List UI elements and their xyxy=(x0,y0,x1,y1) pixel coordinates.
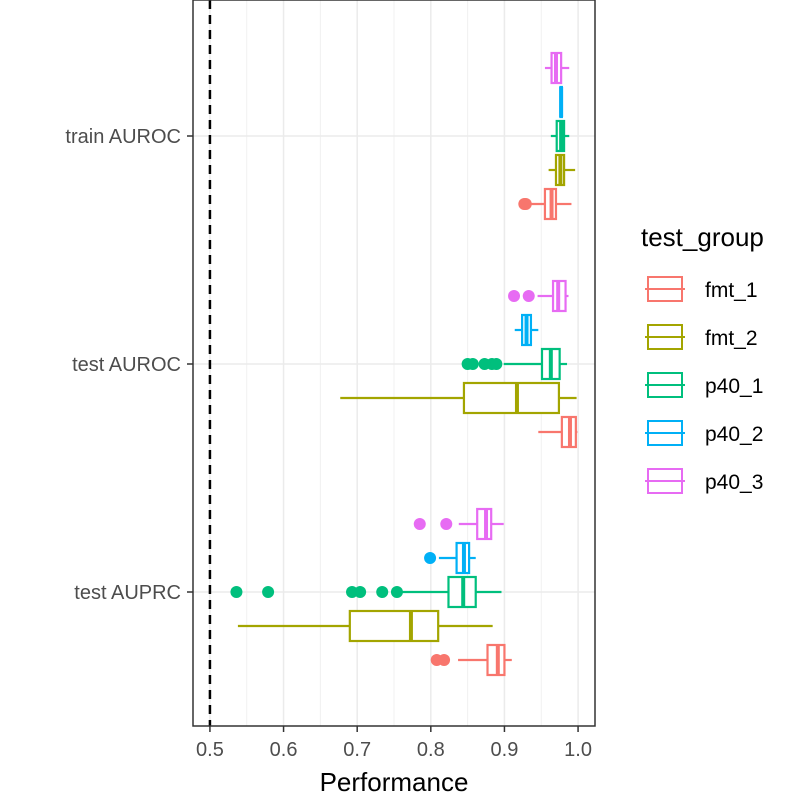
outlier-point xyxy=(466,358,479,370)
box-fmt_1-test-auprc xyxy=(430,643,512,677)
box-fmt_2-test-auroc xyxy=(340,381,577,415)
x-tick-label: 0.6 xyxy=(270,739,298,761)
outlier-point xyxy=(519,198,532,210)
box-fmt_1-train-auroc xyxy=(518,187,572,221)
outlier-point xyxy=(230,586,243,598)
outlier-point xyxy=(376,586,389,598)
series-p40_1 xyxy=(230,119,570,609)
outlier-point xyxy=(508,290,521,302)
box-p40_2-test-auroc xyxy=(514,313,539,347)
series-fmt_2 xyxy=(237,153,577,643)
outlier-point xyxy=(413,518,426,530)
plot-border xyxy=(192,0,596,727)
box-p40_2-train-auroc xyxy=(559,85,564,119)
legend-item-p40_2: p40_2 xyxy=(645,420,763,446)
box-iqr xyxy=(462,381,561,415)
outlier-point xyxy=(438,654,451,666)
legend-label: fmt_1 xyxy=(705,279,758,302)
legend-item-fmt_1: fmt_1 xyxy=(645,276,758,302)
box-fmt_2-train-auroc xyxy=(548,153,576,187)
outlier-point xyxy=(440,518,453,530)
box-p40_3-test-auroc xyxy=(508,279,569,313)
box-p40_2-test-auprc xyxy=(424,541,476,575)
y-tick-label: test AUROC xyxy=(72,354,181,376)
legend-item-p40_1: p40_1 xyxy=(645,372,763,398)
outlier-point xyxy=(490,358,503,370)
box-p40_1-test-auroc xyxy=(461,347,568,381)
x-tick-label: 0.9 xyxy=(491,739,519,761)
y-tick-label: test AUPRC xyxy=(74,582,181,604)
box-p40_1-train-auroc xyxy=(550,119,570,153)
legend: test_group fmt_1 fmt_2 p40_1 p40_2 p40_3 xyxy=(641,222,764,494)
legend-label: p40_3 xyxy=(705,471,763,494)
box-iqr xyxy=(348,609,440,643)
legend-title: test_group xyxy=(641,222,764,252)
outlier-point xyxy=(522,290,535,302)
outlier-point xyxy=(390,586,403,598)
box-p40_3-train-auroc xyxy=(544,51,570,85)
legend-item-fmt_2: fmt_2 xyxy=(645,324,758,350)
box-p40_3-test-auprc xyxy=(413,507,504,541)
box-fmt_1-test-auroc xyxy=(538,415,578,449)
legend-item-p40_3: p40_3 xyxy=(645,468,763,494)
y-tick-label: train AUROC xyxy=(65,126,181,148)
box-p40_1-test-auprc xyxy=(230,575,502,609)
legend-label: p40_2 xyxy=(705,423,763,446)
x-tick-label: 0.8 xyxy=(417,739,445,761)
x-tick-label: 0.5 xyxy=(196,739,224,761)
x-tick-label: 0.7 xyxy=(343,739,371,761)
outlier-point xyxy=(424,552,437,564)
series-fmt_1 xyxy=(430,187,578,677)
outlier-point xyxy=(262,586,275,598)
x-axis-title: Performance xyxy=(320,767,469,797)
box-fmt_2-test-auprc xyxy=(237,609,493,643)
series-p40_3 xyxy=(413,51,570,541)
series-p40_2 xyxy=(424,85,564,575)
legend-label: fmt_2 xyxy=(705,327,758,350)
outlier-point xyxy=(354,586,367,598)
x-tick-label: 1.0 xyxy=(564,739,592,761)
legend-label: p40_1 xyxy=(705,375,763,398)
